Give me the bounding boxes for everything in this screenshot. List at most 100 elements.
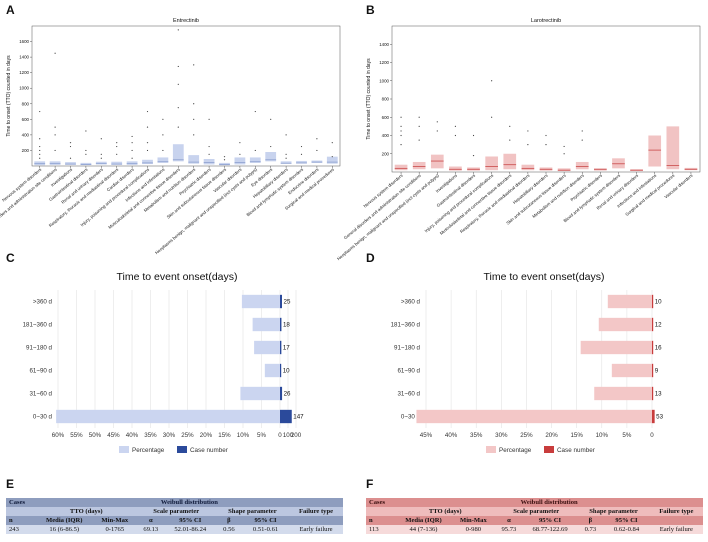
category-label: >360 d — [33, 299, 53, 306]
case-number-label: 26 — [284, 391, 291, 398]
x-tick-label: 5% — [622, 432, 631, 439]
box — [111, 161, 123, 165]
outlier-point — [563, 145, 565, 148]
percentage-bar — [416, 409, 652, 424]
outlier-point — [162, 134, 164, 136]
case-number-label: 10 — [655, 299, 662, 306]
case-number-bar — [280, 340, 282, 355]
y-tick-label: 800 — [382, 97, 390, 102]
outlier-point — [331, 156, 333, 158]
x-tick-label: 40% — [445, 432, 458, 439]
alpha-value: 69.13 — [136, 525, 165, 534]
ci2-value: 0.51-0.61 — [242, 525, 290, 534]
category-label: >360 d — [401, 299, 421, 306]
box — [430, 154, 444, 169]
case-number-bar — [652, 386, 654, 401]
percentage-bar — [264, 363, 280, 378]
box — [521, 164, 535, 171]
tto-header: TTO (days) — [35, 507, 137, 516]
outlier-point — [509, 125, 511, 127]
category-label: 61~90 d — [397, 368, 420, 375]
legend-label: Case number — [557, 447, 595, 454]
outlier-point — [472, 154, 475, 157]
x-tick-label: 45% — [107, 432, 120, 439]
percentage-bar — [598, 317, 652, 332]
weibull-header: Weibull distribution — [35, 498, 343, 507]
outlier-point — [545, 134, 547, 137]
box — [265, 152, 277, 162]
outlier-point — [270, 145, 272, 148]
outlier-point — [436, 121, 438, 123]
cases-header: Cases — [6, 498, 36, 507]
outlier-point — [400, 130, 402, 132]
ci2-header: 95% CI — [242, 516, 290, 525]
outlier-point — [116, 145, 118, 148]
panel-label: C — [6, 251, 15, 265]
box — [326, 156, 338, 164]
percentage-bar — [241, 294, 280, 309]
outlier-point — [239, 153, 241, 155]
y-tick-label: 600 — [22, 117, 30, 122]
minmax-value: 0-1765 — [92, 525, 137, 534]
case-number-label: 147 — [293, 414, 304, 421]
outlier-point — [400, 144, 402, 146]
case-number-bar — [280, 317, 282, 332]
box — [65, 162, 76, 165]
y-tick-label: 400 — [382, 133, 390, 138]
n-value: 113 — [366, 525, 396, 534]
y-axis-label: Time to onset (TTO) counted in days — [366, 58, 372, 140]
alpha-header: α — [136, 516, 165, 525]
case-number-label: 25 — [284, 299, 291, 306]
y-tick-label: 1000 — [379, 78, 389, 83]
legend-swatch-percentage — [486, 446, 496, 453]
box — [234, 157, 246, 165]
beta-header: β — [215, 516, 243, 525]
box — [412, 161, 426, 170]
outlier-point — [131, 135, 133, 138]
percentage-bar — [580, 340, 652, 355]
failure-value: Early failure — [289, 525, 343, 534]
case-number-bar — [280, 294, 282, 309]
panel-label: A — [6, 3, 15, 17]
x-tick-label: 0 — [278, 432, 282, 439]
case-number-bar — [652, 317, 654, 332]
x-tick-label: 20% — [545, 432, 558, 439]
category-label: 31~60 d — [29, 391, 52, 398]
median-value: 16 (6-86.5) — [35, 525, 93, 534]
outlier-point — [316, 138, 318, 140]
percentage-bar — [240, 386, 280, 401]
outlier-point — [100, 157, 102, 159]
x-tick-label: 100 — [283, 432, 294, 439]
outlier-point — [527, 130, 529, 132]
outlier-point — [146, 149, 149, 152]
x-tick-label: 20% — [200, 432, 213, 439]
outlier-point — [300, 145, 303, 148]
ci1-header: 95% CI — [522, 516, 578, 525]
x-tick-label: 200 — [291, 432, 302, 439]
outlier-point — [146, 126, 149, 128]
outlier-point — [39, 138, 41, 140]
outlier-point — [208, 118, 210, 120]
outlier-point — [162, 118, 164, 120]
box — [172, 144, 184, 162]
category-label: 61~90 d — [29, 368, 52, 375]
box — [249, 157, 261, 163]
median-header: Media (IQR) — [35, 516, 93, 525]
outlier-point — [39, 149, 41, 152]
x-tick-label: 15% — [570, 432, 583, 439]
plot-frame — [31, 25, 341, 167]
shape-header: Shape parameter — [577, 507, 650, 516]
scale-header: Scale parameter — [495, 507, 578, 516]
outlier-point — [254, 149, 256, 152]
n-value: 243 — [6, 525, 36, 534]
outlier-point — [131, 157, 133, 159]
y-tick-label: 1400 — [379, 42, 389, 47]
x-tick-label: 35% — [144, 432, 157, 439]
ci2-value: 0.62-0.84 — [603, 525, 650, 534]
x-tick-label: 0 — [650, 432, 654, 439]
x-tick-label: 45% — [420, 432, 433, 439]
x-tick-label: 60% — [52, 432, 65, 439]
median-header: Media (IQR) — [395, 516, 452, 525]
box — [612, 158, 625, 169]
panel-label: B — [366, 3, 375, 17]
